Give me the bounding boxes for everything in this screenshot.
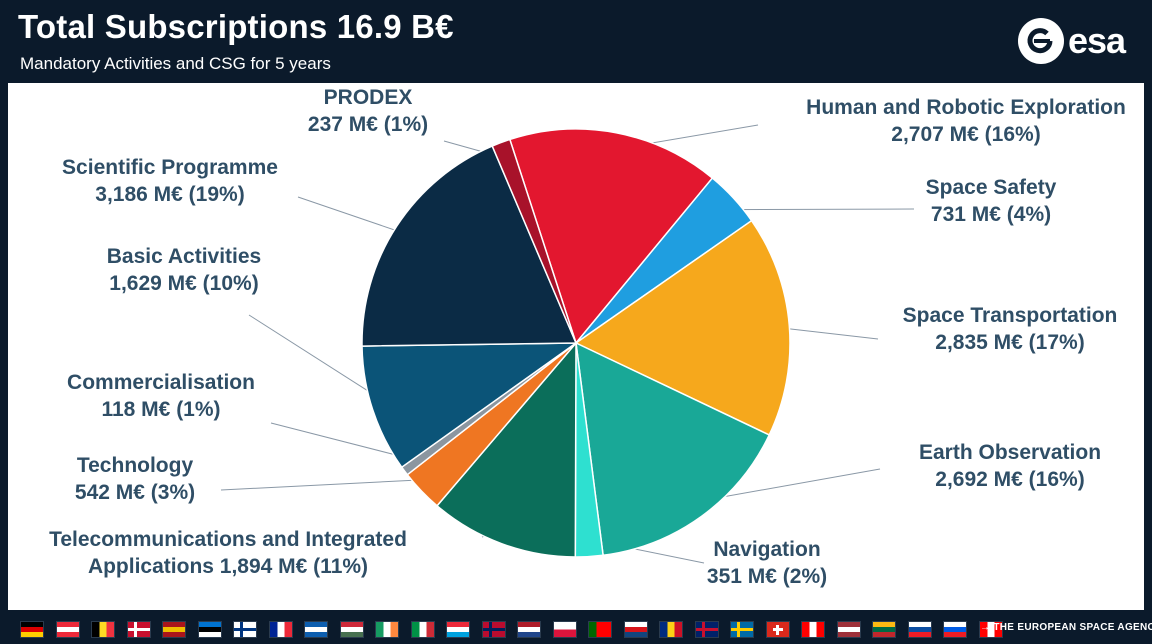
data-label-line: Basic Activities	[107, 245, 261, 268]
leader-line-technology	[220, 478, 434, 491]
luxembourg-flag	[446, 621, 470, 638]
data-label-navigation: Navigation 351 M€ (2%)	[707, 538, 827, 588]
data-label-human-and-robotic-exploration: Human and Robotic Exploration 2,707 M€ (1…	[806, 96, 1126, 146]
united-kingdom-flag	[694, 621, 719, 638]
slovenia-flag	[943, 621, 967, 638]
data-label-line: 1,629 M€ (10%)	[109, 272, 258, 295]
latvia-flag	[836, 621, 861, 638]
romania-flag	[659, 621, 683, 638]
slovakia-flag	[907, 621, 932, 638]
footer-bar: → THE EUROPEAN SPACE AGENCY	[0, 612, 1152, 644]
pie-chart: Human and Robotic Exploration 2,707 M€ (1…	[49, 86, 1126, 588]
page-title: Total Subscriptions 16.9 B€	[18, 8, 454, 45]
norway-flag	[481, 621, 506, 638]
pie-slice-telecommunications-and-integrated-applications	[436, 340, 577, 558]
page-subtitle: Mandatory Activities and CSG for 5 years	[20, 54, 331, 73]
netherlands-flag	[517, 621, 541, 638]
esa-logo-text: esa	[1068, 20, 1126, 61]
data-label-line: Commercialisation	[67, 371, 255, 394]
data-label-space-safety: Space Safety 731 M€ (4%)	[926, 176, 1057, 226]
data-label-scientific-programme: Scientific Programme 3,186 M€ (19%)	[62, 156, 278, 206]
data-label-line: Technology	[77, 454, 194, 477]
pie-slice-earth-observation	[575, 341, 771, 557]
pie-slices	[361, 128, 791, 558]
spain-flag	[162, 621, 186, 638]
esa-logo-icon	[1018, 18, 1064, 64]
leader-line-space-safety	[720, 208, 915, 211]
pie-slice-space-transportation	[574, 219, 791, 436]
france-flag	[268, 621, 293, 638]
data-label-line: Space Safety	[926, 176, 1057, 199]
data-label-space-transportation: Space Transportation 2,835 M€ (17%)	[903, 304, 1118, 354]
chart-panel: Human and Robotic Exploration 2,707 M€ (1…	[8, 83, 1144, 610]
lithuania-flag	[872, 621, 896, 638]
data-label-earth-observation: Earth Observation 2,692 M€ (16%)	[919, 441, 1101, 491]
data-label-line: 351 M€ (2%)	[707, 565, 827, 588]
agency-tagline: → THE EUROPEAN SPACE AGENCY	[980, 622, 1152, 633]
ireland-flag	[375, 621, 399, 638]
italy-flag	[410, 621, 435, 638]
sweden-flag	[730, 621, 754, 638]
austria-flag	[55, 621, 80, 638]
data-label-line: 2,707 M€ (16%)	[891, 123, 1040, 146]
data-label-prodex: PRODEX 237 M€ (1%)	[308, 86, 428, 136]
leader-line-basic-activities	[248, 314, 390, 405]
canada-flag	[801, 621, 825, 638]
belgium-flag	[91, 621, 115, 638]
data-label-line: 542 M€ (3%)	[75, 481, 195, 504]
data-label-line: Human and Robotic Exploration	[806, 96, 1126, 119]
esa-logo: esa	[1018, 18, 1136, 66]
slice-labels: Human and Robotic Exploration 2,707 M€ (1…	[49, 86, 1126, 588]
poland-flag	[552, 621, 577, 638]
data-label-line: Navigation	[713, 538, 820, 561]
hungary-flag	[339, 621, 364, 638]
data-label-line: Telecommunications and Integrated	[49, 528, 407, 551]
data-label-line: 2,692 M€ (16%)	[935, 468, 1084, 491]
data-label-basic-activities: Basic Activities 1,629 M€ (10%)	[107, 245, 261, 295]
leader-line-scientific-programme	[297, 196, 412, 237]
pie-slice-basic-activities	[361, 342, 579, 469]
portugal-flag	[588, 621, 612, 638]
pie-slice-scientific-programme	[361, 145, 578, 347]
data-label-line: 3,186 M€ (19%)	[95, 183, 244, 206]
pie-slice-prodex	[491, 138, 577, 344]
data-label-line: 237 M€ (1%)	[308, 113, 428, 136]
data-label-line: Earth Observation	[919, 441, 1101, 464]
finland-flag	[233, 621, 257, 638]
estonia-flag	[197, 621, 222, 638]
data-label-line: 2,835 M€ (17%)	[935, 331, 1084, 354]
switzerland-flag	[765, 621, 790, 638]
data-label-technology: Technology 542 M€ (3%)	[75, 454, 195, 504]
germany-flag	[20, 621, 44, 638]
data-label-line: 118 M€ (1%)	[101, 398, 220, 421]
greece-flag	[304, 621, 328, 638]
pie-slice-human-and-robotic-exploration	[508, 128, 714, 345]
denmark-flag	[126, 621, 151, 638]
canada-flag-2	[978, 621, 1003, 638]
data-label-line: Scientific Programme	[62, 156, 278, 179]
data-label-telecommunications-and-integrated-applications: Telecommunications and Integrated Applica…	[49, 528, 407, 578]
data-label-line: 731 M€ (4%)	[931, 203, 1051, 226]
data-label-line: Space Transportation	[903, 304, 1118, 327]
data-label-commercialisation: Commercialisation 118 M€ (1%)	[67, 371, 255, 421]
data-label-line: PRODEX	[324, 86, 413, 109]
czech-republic-flag	[623, 621, 648, 638]
data-label-line: Applications 1,894 M€ (11%)	[88, 555, 368, 578]
